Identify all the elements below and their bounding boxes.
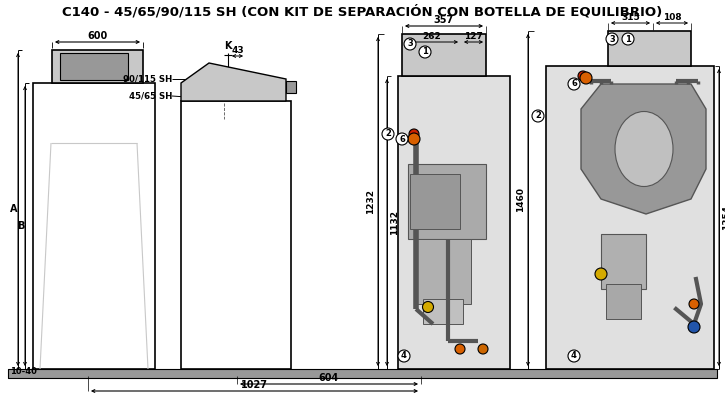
Polygon shape (181, 63, 286, 101)
Bar (181, 101, 291, 369)
Text: 108: 108 (663, 13, 681, 22)
Text: K: K (224, 41, 232, 51)
Circle shape (404, 38, 416, 50)
Text: 4: 4 (571, 352, 577, 360)
Text: 10-40: 10-40 (10, 367, 37, 376)
Circle shape (382, 128, 394, 140)
Circle shape (595, 268, 607, 280)
Circle shape (578, 71, 588, 81)
Circle shape (455, 344, 465, 354)
Circle shape (409, 129, 419, 139)
Circle shape (580, 72, 592, 84)
Text: C140 - 45/65/90/115 SH (CON KIT DE SEPARACIÓN CON BOTELLA DE EQUILIBRIO): C140 - 45/65/90/115 SH (CON KIT DE SEPAR… (62, 5, 662, 19)
Text: 90/115 SH: 90/115 SH (123, 74, 172, 84)
Ellipse shape (615, 112, 673, 187)
Text: 1027: 1027 (241, 380, 268, 390)
Text: 2: 2 (385, 129, 391, 139)
Bar (402, 34, 486, 76)
Circle shape (568, 78, 580, 90)
Bar (60, 53, 128, 80)
Bar (410, 174, 460, 229)
Bar (398, 76, 510, 369)
Text: 4: 4 (401, 352, 407, 360)
Circle shape (689, 299, 699, 309)
Text: 45/65 SH: 45/65 SH (128, 91, 172, 101)
Circle shape (419, 46, 431, 58)
Bar (601, 234, 646, 289)
Text: 315: 315 (621, 13, 640, 22)
Text: 1132: 1132 (390, 210, 399, 235)
Text: 604: 604 (319, 373, 339, 383)
Bar (52, 50, 143, 83)
Bar (8, 369, 717, 378)
Circle shape (408, 133, 420, 145)
Bar (221, 85, 227, 99)
Bar (606, 284, 641, 319)
Text: 1354: 1354 (722, 205, 725, 230)
Text: 3: 3 (407, 40, 413, 48)
Text: A: A (10, 204, 17, 215)
Text: 1: 1 (625, 34, 631, 44)
Text: 2: 2 (535, 112, 541, 120)
Text: 262: 262 (423, 32, 442, 41)
Bar (416, 239, 471, 304)
Text: 3: 3 (609, 34, 615, 44)
Bar (608, 31, 691, 66)
Circle shape (688, 321, 700, 333)
Text: 6: 6 (399, 135, 405, 143)
Bar (221, 75, 227, 83)
Text: 1460: 1460 (516, 187, 525, 213)
Circle shape (398, 350, 410, 362)
Text: B: B (17, 221, 25, 231)
Circle shape (423, 301, 434, 312)
Polygon shape (581, 84, 706, 214)
Circle shape (396, 133, 408, 145)
Circle shape (622, 33, 634, 45)
Text: 127: 127 (464, 32, 483, 41)
Circle shape (532, 110, 544, 122)
Polygon shape (33, 83, 155, 369)
Circle shape (478, 344, 488, 354)
Text: 1: 1 (422, 48, 428, 57)
Circle shape (568, 350, 580, 362)
Text: 600: 600 (88, 31, 107, 41)
Bar (408, 164, 486, 239)
Bar (546, 66, 714, 369)
Circle shape (606, 33, 618, 45)
Bar (423, 299, 463, 324)
Text: 6: 6 (571, 80, 577, 88)
Text: 43: 43 (231, 46, 244, 55)
Text: 357: 357 (434, 15, 454, 25)
Bar (286, 81, 296, 93)
Text: 1232: 1232 (366, 189, 375, 214)
